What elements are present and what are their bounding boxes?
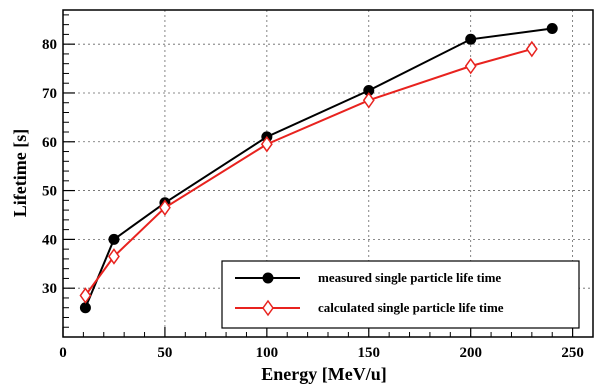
legend-marker-calculated bbox=[262, 299, 274, 317]
legend-marker-measured bbox=[262, 272, 274, 284]
data-point-calculated bbox=[464, 57, 477, 75]
x-tick-label: 200 bbox=[459, 345, 482, 361]
data-point-measured bbox=[465, 33, 477, 45]
data-point-calculated bbox=[525, 40, 538, 58]
x-tick-label: 250 bbox=[561, 345, 584, 361]
data-point-calculated bbox=[159, 199, 171, 216]
data-point-calculated bbox=[108, 248, 120, 265]
data-point-calculated bbox=[260, 135, 273, 153]
x-tick-label: 100 bbox=[256, 345, 279, 361]
data-point-calculated bbox=[362, 92, 375, 109]
x-tick-label: 50 bbox=[157, 345, 172, 361]
y-tick-label: 80 bbox=[42, 37, 57, 53]
y-tick-label: 50 bbox=[42, 184, 57, 200]
data-point-measured bbox=[108, 233, 120, 245]
y-tick-label: 70 bbox=[42, 86, 57, 102]
x-tick-label: 0 bbox=[59, 345, 67, 361]
data-point-calculated bbox=[79, 287, 92, 304]
axis-ticks: 0 50 100 150 200 250 30 40 50 60 70 80 bbox=[42, 14, 584, 361]
x-axis-title: Energy [MeV/u] bbox=[261, 364, 386, 384]
series-line-1 bbox=[84, 48, 533, 297]
legend: measured single particle life time calcu… bbox=[221, 260, 580, 329]
y-axis-title: Lifetime [s] bbox=[10, 129, 30, 217]
legend-label-calculated: calculated single particle life time bbox=[318, 300, 504, 315]
data-point-measured bbox=[363, 85, 375, 97]
y-tick-label: 40 bbox=[42, 232, 57, 248]
data-point-measured bbox=[546, 23, 558, 35]
y-tick-label: 60 bbox=[42, 135, 57, 151]
legend-label-measured: measured single particle life time bbox=[318, 270, 501, 285]
y-tick-label: 30 bbox=[42, 281, 57, 297]
data-point-measured bbox=[79, 302, 91, 314]
x-tick-label: 150 bbox=[358, 345, 381, 361]
legend-box bbox=[221, 260, 580, 329]
series-layer bbox=[79, 23, 558, 314]
